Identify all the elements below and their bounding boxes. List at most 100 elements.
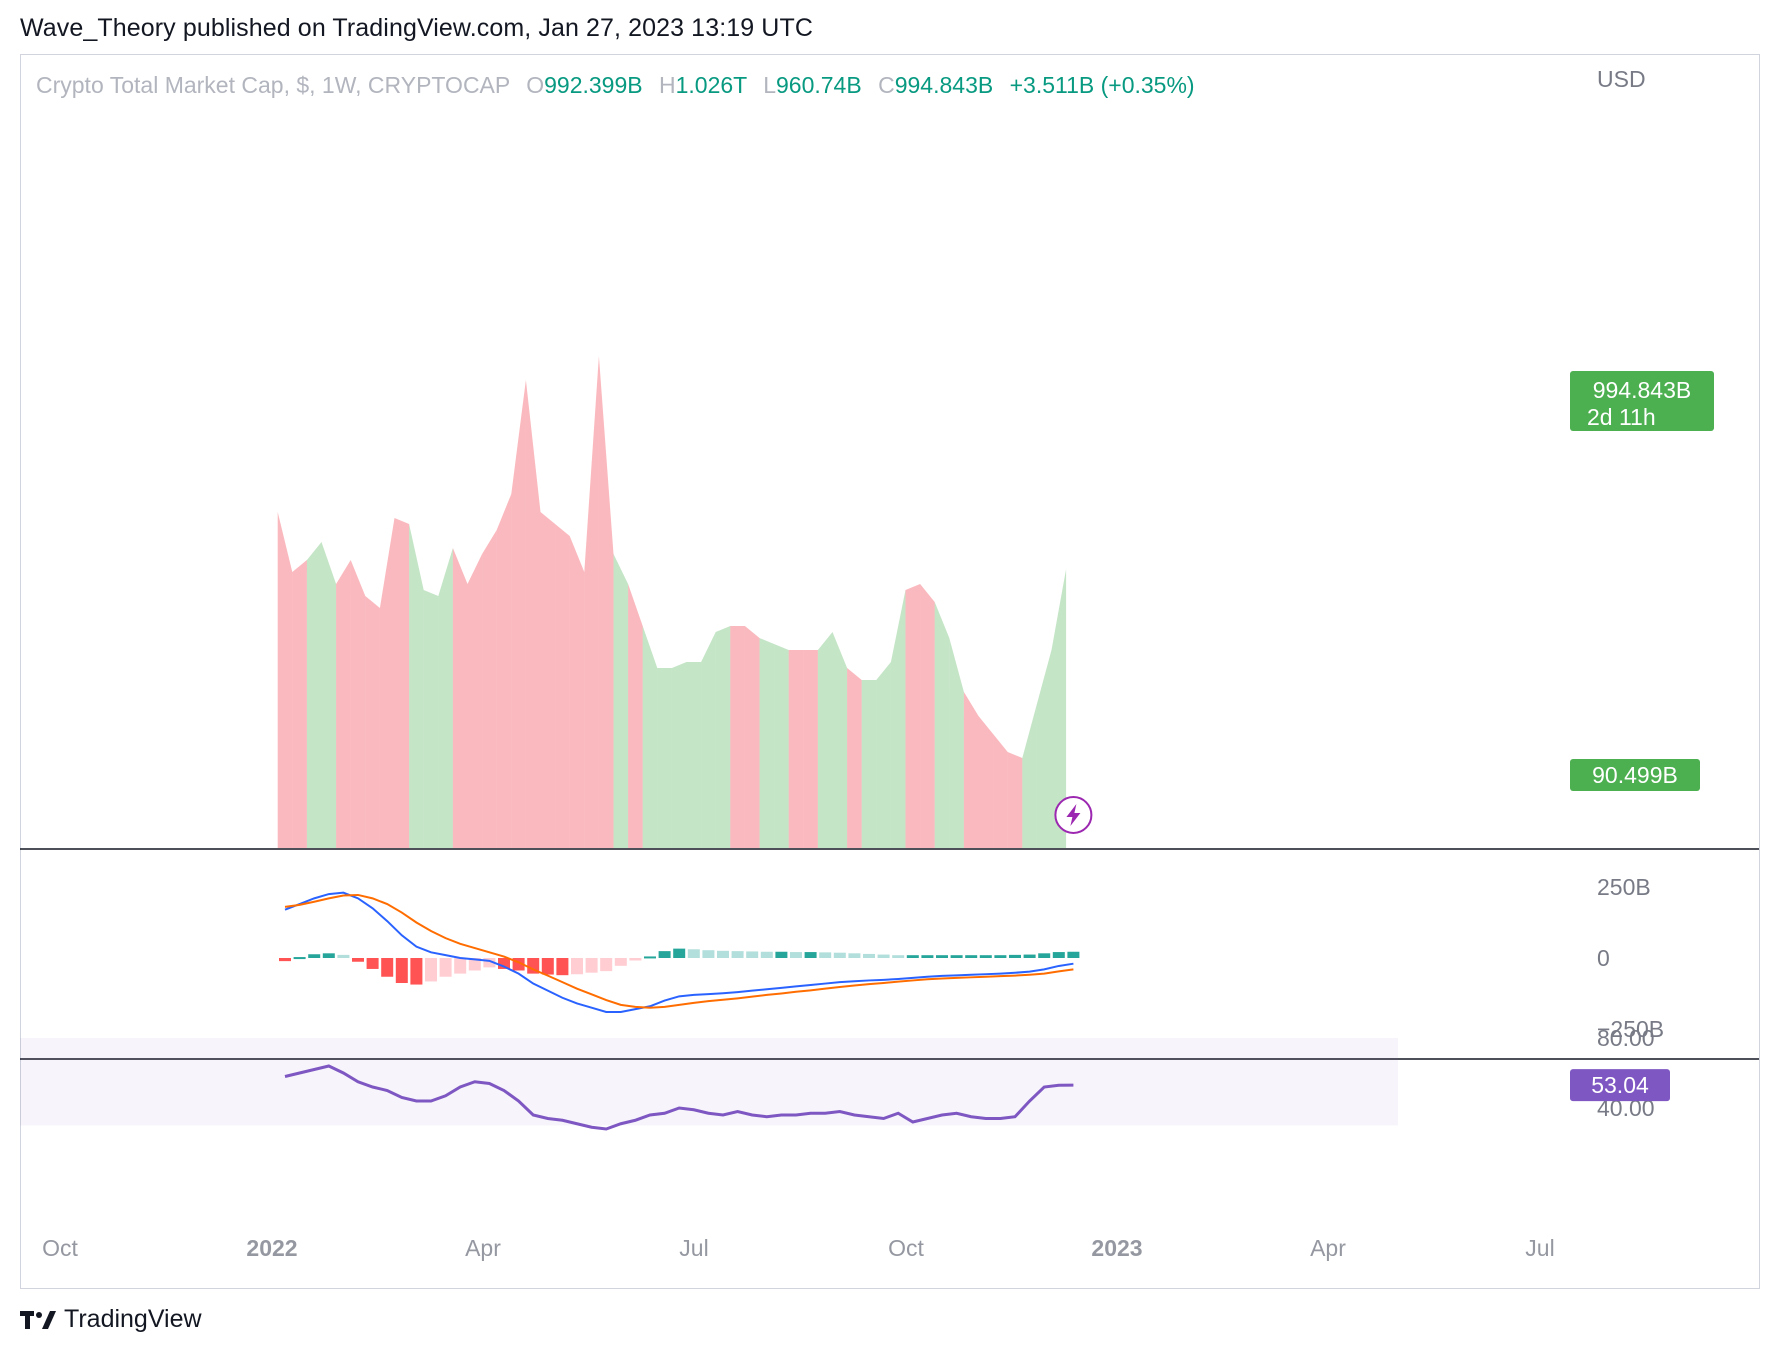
lightning-bolt-glyph [1066,804,1081,826]
chart-canvas[interactable]: 0.382(913.86B)0.65(833.078B)0.618(842.72… [0,0,1772,1300]
macd-histogram-bar [366,958,379,969]
volume-area-segment [817,632,833,848]
volume-area-segment [803,650,818,848]
volume-area-segment [730,626,745,848]
macd-histogram-bar [425,958,437,982]
macd-histogram-bar [673,948,686,958]
macd-histogram-bar [892,955,905,958]
chart-frame [20,54,1760,1289]
rsi-value-badge-bg [1570,1069,1670,1102]
time-axis-tick: Apr [1310,1235,1346,1261]
high-label: H [658,72,676,98]
tradingview-brand-text: TradingView [64,1305,202,1333]
macd-histogram-bar [498,958,510,969]
rsi-value-badge: 53.04 [1591,1072,1649,1098]
volume-area-segment [934,602,950,848]
time-axis-tick: Jul [1525,1235,1554,1261]
macd-axis-tick: 0 [1597,945,1610,971]
volume-area-segment [876,662,891,848]
volume-area-segment [642,626,658,848]
macd-histogram-bar [279,958,291,962]
macd-histogram-bar [848,953,861,958]
macd-line[interactable] [284,891,1074,1013]
macd-histogram-bar [804,952,817,958]
macd-histogram-bar [936,955,948,958]
volume-area-segment [774,644,789,848]
macd-histogram-bar [906,955,919,958]
volume-area-segment [978,716,994,848]
volume-area-segment [890,590,906,848]
countdown-badge: 2d 11h [1587,404,1656,430]
volume-area-segment [847,668,862,848]
volume-area-segment [788,650,804,848]
change-value: +3.511B (+0.35%) [1009,72,1195,98]
volume-area-segment [540,512,556,848]
macd-histogram-bar [585,958,598,973]
macd-histogram-bar [1023,954,1036,958]
low-value: 960.74B [776,72,862,98]
volume-area-segment [744,626,760,848]
time-axis-tick: Apr [465,1235,501,1261]
volume-area-segment [277,512,293,848]
macd-histogram-bar [1038,953,1051,958]
footer-brand[interactable]: TradingView [20,1305,202,1334]
macd-histogram-bar [454,958,467,974]
macd-histogram-bar [950,955,963,958]
rsi-line[interactable] [284,1064,1074,1131]
volume-area-segment [452,548,468,848]
volume-area-segment [511,380,526,848]
time-axis-tick: 2022 [246,1235,297,1261]
volume-area-segment [438,548,453,848]
volume-area-segment [467,554,483,848]
macd-signal-line[interactable] [284,893,1074,1009]
macd-histogram-bar [658,951,671,958]
macd-histogram-bar [1009,954,1021,958]
volume-area-segment [1036,650,1052,848]
symbol-name[interactable]: Crypto Total Market Cap, $, 1W, CRYPTOCA… [36,72,510,98]
macd-histogram-bar [979,955,992,958]
time-axis-tick: Oct [42,1235,78,1261]
macd-histogram-bar [410,958,423,985]
volume-area-segment [569,536,585,848]
macd-histogram-bar [395,958,408,983]
volume-area-segment [292,560,307,848]
macd-histogram-bar [863,953,875,958]
macd-histogram-bar [322,953,335,958]
macd-histogram-bar [775,951,788,958]
volume-area-segment [584,356,599,848]
macd-histogram-bar [629,958,642,961]
macd-histogram-bar [717,950,729,958]
time-axis-tick: Jul [679,1235,708,1261]
volume-area-segment [613,554,629,848]
volume-area-segment [423,590,439,848]
rsi-axis-tick: 80.00 [1597,1025,1655,1051]
volume-area-segment [657,668,672,848]
volume-area-segment [555,524,570,848]
volume-area-segment [686,662,702,848]
volume-area-segment [861,680,877,848]
volume-area-segment [920,584,935,848]
volume-area-segment [379,518,395,848]
macd-histogram-bar [337,954,350,958]
macd-axis-tick: −250B [1597,1016,1664,1042]
volume-area-segment [701,632,716,848]
macd-histogram-bar [556,958,569,976]
publisher-header: Wave_Theory published on TradingView.com… [20,14,813,42]
volume-area-segment [321,542,337,848]
volume-badge: 90.499B [1592,762,1678,788]
currency-label: USD [1597,66,1646,92]
low-label: L [763,72,776,98]
close-label: C [878,72,895,98]
macd-histogram-bar [790,952,802,958]
close-value: 994.843B [894,72,994,98]
macd-histogram-bar [352,958,364,962]
volume-area-segment [350,560,366,848]
time-axis-tick: 2023 [1091,1235,1142,1261]
volume-area-segment [671,662,687,848]
volume-area-segment [949,638,964,848]
macd-axis-tick: 250B [1597,874,1651,900]
macd-histogram-bar [833,952,846,958]
volume-area-segment [963,692,979,848]
rsi-band [20,1038,1398,1126]
symbol-legend[interactable]: Crypto Total Market Cap, $, 1W, CRYPTOCA… [36,72,1195,99]
